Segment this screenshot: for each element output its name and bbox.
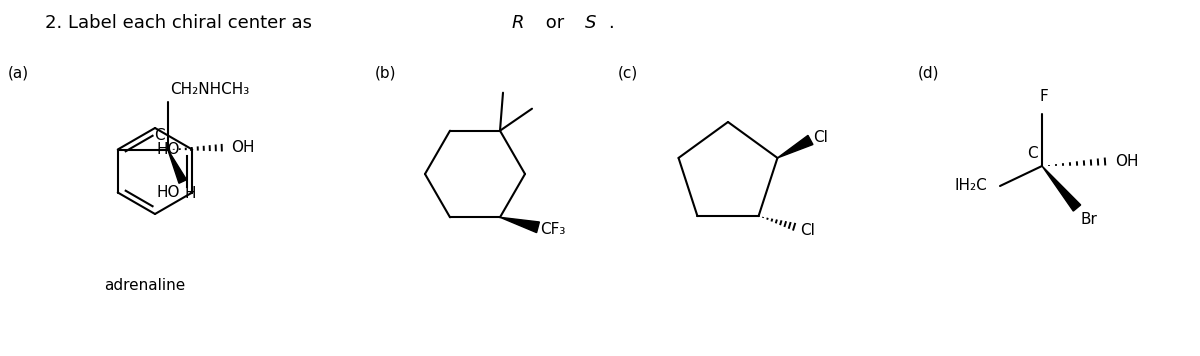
Text: .: . — [608, 14, 613, 32]
Text: OH: OH — [1115, 153, 1139, 168]
Polygon shape — [1042, 166, 1081, 211]
Text: adrenaline: adrenaline — [104, 278, 186, 293]
Text: R: R — [512, 14, 524, 32]
Text: Cl: Cl — [814, 130, 828, 146]
Text: F: F — [1039, 89, 1049, 104]
Text: 2. Label each chiral center as: 2. Label each chiral center as — [46, 14, 318, 32]
Text: (c): (c) — [618, 66, 638, 81]
Text: CH₂NHCH₃: CH₂NHCH₃ — [169, 83, 250, 98]
Text: Cl: Cl — [800, 222, 816, 237]
Text: HO: HO — [157, 185, 180, 200]
Text: C: C — [1027, 146, 1038, 161]
Text: (b): (b) — [374, 66, 396, 81]
Text: or: or — [540, 14, 570, 32]
Polygon shape — [500, 217, 539, 232]
Text: OH: OH — [230, 140, 254, 155]
Text: C: C — [154, 129, 164, 143]
Text: CF₃: CF₃ — [540, 222, 565, 237]
Text: HO: HO — [157, 142, 180, 157]
Text: Br: Br — [1080, 212, 1097, 227]
Text: H: H — [185, 185, 197, 200]
Polygon shape — [778, 135, 812, 158]
Text: IH₂C: IH₂C — [954, 178, 986, 194]
Text: (a): (a) — [8, 66, 29, 81]
Text: (d): (d) — [918, 66, 940, 81]
Polygon shape — [168, 150, 186, 183]
Text: S: S — [586, 14, 596, 32]
